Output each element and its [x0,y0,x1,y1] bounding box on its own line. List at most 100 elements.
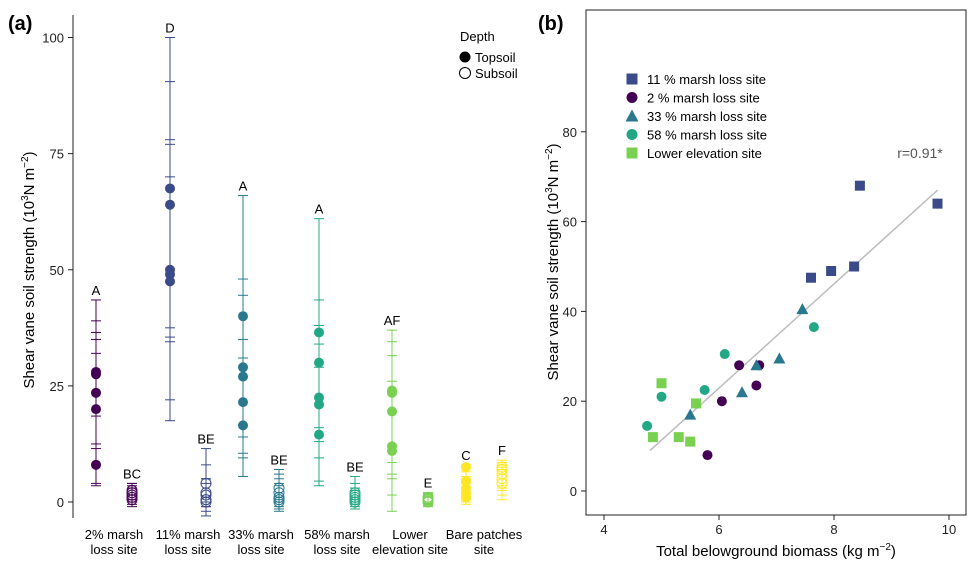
y-tick-label: 20 [563,394,577,409]
significance-letter: A [239,178,248,193]
subsoil-point [200,494,212,506]
square-point [806,272,816,283]
significance-letter: BE [270,452,288,467]
y-tick-label: 25 [50,379,64,394]
subsoil-point [349,487,361,499]
subsoil-point [496,473,508,485]
circle-point [734,360,745,371]
square-point [932,198,943,209]
x-category-label: 58% marsh [304,527,370,542]
y-tick-label: 0 [570,484,577,499]
y-tick-label: 60 [563,215,577,230]
legend-filled-circle-icon [459,51,471,63]
x-category-label: 11% marsh [156,527,221,542]
subsoil-point [273,482,285,494]
subsoil-point [126,494,138,506]
trend-line [649,189,939,452]
topsoil-point [461,476,471,487]
topsoil-point [314,357,324,368]
x-category-label: elevation site [372,542,448,557]
subsoil-point [349,491,361,503]
circle-point [751,380,762,391]
square-point [691,398,701,409]
topsoil-point [387,385,397,396]
topsoil-point [91,404,101,415]
significance-letter: F [498,443,506,458]
series-group [702,360,765,461]
x-category-label: loss site [238,542,285,557]
significance-letter: C [461,448,470,463]
legend-open-circle-icon [459,67,471,79]
subsoil-point [273,491,285,503]
triangle-point [796,303,809,315]
correlation-annotation: r=0.91* [897,145,943,161]
legend-entry-label: 11 % marsh loss site [647,72,766,87]
square-point [849,261,860,272]
legend-triangle-icon [625,109,639,122]
subsoil-point [496,468,508,480]
subsoil-point [496,461,508,473]
topsoil-point [314,392,324,403]
subsoil-point [349,496,361,508]
subsoil-point [200,477,212,489]
series-group [684,303,809,420]
x-category-label: 2% marsh [85,527,144,542]
topsoil-point [387,441,397,452]
square-point [647,432,658,443]
x-category-label: Bare patches [446,527,523,542]
significance-letter: A [315,202,324,217]
legend-topsoil-label: Topsoil [475,50,516,65]
topsoil-point [314,327,324,338]
depth-legend-title: Depth [460,29,495,44]
subsoil-point [126,487,138,499]
y-tick-label: 40 [563,304,577,319]
y-tick-label: 100 [42,31,64,46]
x-category-label: loss site [314,542,361,557]
circle-point [702,450,713,461]
significance-letter: BE [346,459,364,474]
y-tick-label: 50 [50,263,64,278]
subsoil-point [422,491,434,503]
circle-point [656,391,667,402]
y-tick-label: 0 [57,495,64,510]
triangle-point [773,352,786,364]
triangle-point [684,408,697,420]
panel-b-label: (b) [538,13,564,35]
subsoil-point [126,491,138,503]
legend-subsoil-label: Subsoil [475,66,518,81]
topsoil-point [165,199,175,210]
subsoil-point [126,489,138,501]
x-category-label: loss site [91,542,138,557]
subsoil-point [200,487,212,499]
topsoil-point [461,483,471,494]
topsoil-point [91,366,101,377]
y-tick-label: 75 [50,147,64,162]
subsoil-point [496,463,508,475]
square-point [826,265,837,276]
topsoil-point [238,397,248,408]
subsoil-point [200,489,212,501]
panel-a-label: (a) [8,13,32,35]
x-category-label: loss site [165,542,212,557]
legend-entry-label: 58 % marsh loss site [647,128,767,143]
topsoil-point [238,420,248,431]
significance-letter: BC [123,466,141,481]
subsoil-point [496,477,508,489]
topsoil-point [238,371,248,382]
circle-point [699,384,710,395]
subsoil-point [349,489,361,501]
legend-square-icon [626,147,638,159]
significance-letter: E [424,476,433,491]
x-tick-label: 4 [600,522,607,537]
subsoil-point [200,496,212,508]
subsoil-point [273,487,285,499]
circle-point [719,349,730,360]
panel-b-y-axis-title: Shear vane soil strength (103N m−2) [544,143,562,380]
square-point [685,436,696,447]
square-point [656,378,667,389]
legend-entry-label: 33 % marsh loss site [647,109,767,124]
